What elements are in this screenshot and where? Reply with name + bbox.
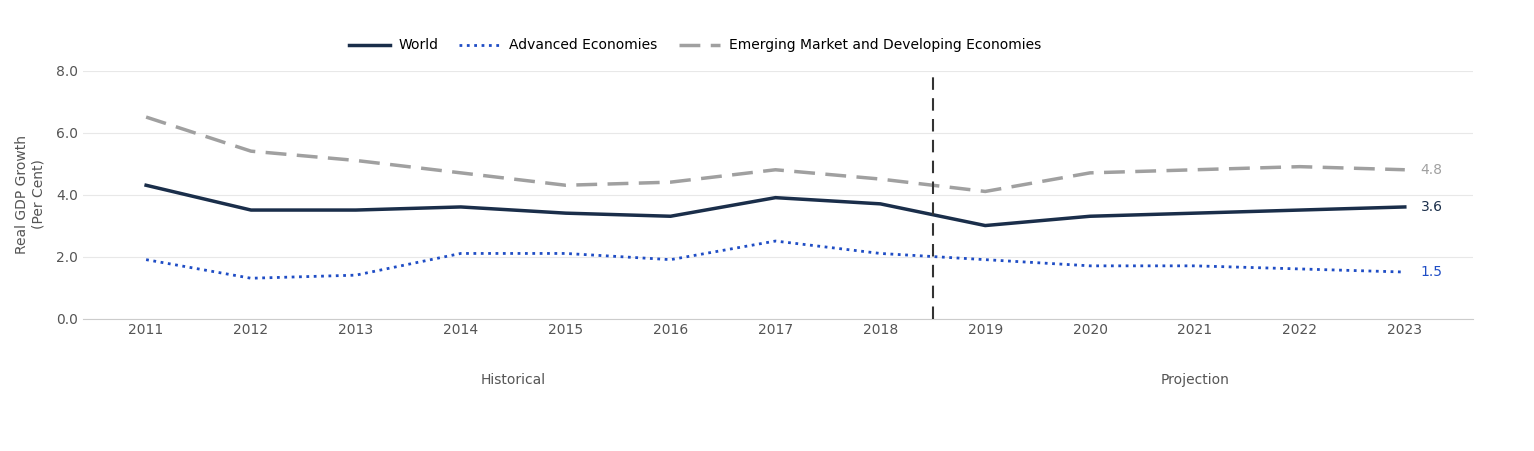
Legend: World, Advanced Economies, Emerging Market and Developing Economies: World, Advanced Economies, Emerging Mark…: [344, 33, 1046, 58]
Text: Historical: Historical: [480, 373, 546, 387]
Text: 3.6: 3.6: [1420, 200, 1442, 214]
Text: Projection: Projection: [1161, 373, 1229, 387]
Text: 4.8: 4.8: [1420, 163, 1442, 177]
Text: 1.5: 1.5: [1420, 265, 1442, 279]
Y-axis label: Real GDP Growth
(Per Cent): Real GDP Growth (Per Cent): [15, 135, 44, 254]
